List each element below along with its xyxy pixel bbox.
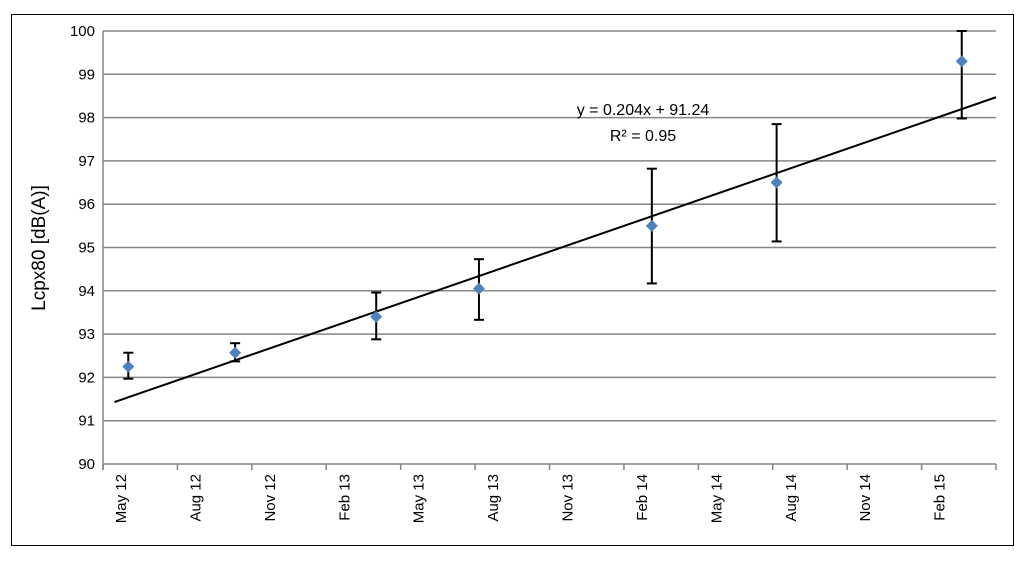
y-tick-label: 97 — [78, 153, 95, 170]
data-points — [122, 55, 968, 373]
x-tick-label: Aug 13 — [485, 474, 502, 522]
trendline-group — [114, 96, 997, 404]
axes — [102, 31, 997, 470]
y-tick-labels: 90 91 92 93 94 95 96 97 98 99 100 — [70, 23, 95, 473]
y-tick-label: 96 — [78, 196, 95, 213]
y-tick-label: 98 — [78, 110, 95, 127]
y-tick-label: 95 — [78, 240, 95, 257]
data-point — [122, 360, 135, 373]
x-tick-label: May 13 — [411, 474, 428, 523]
y-tick-label: 94 — [78, 283, 95, 300]
y-tick-label: 91 — [78, 413, 95, 430]
x-tick-label: Nov 14 — [857, 474, 874, 522]
data-point — [645, 219, 658, 232]
x-tick-labels: May 12 Aug 12 Nov 12 Feb 13 May 13 Aug 13 Nov … — [113, 474, 949, 523]
x-tick-label: Aug 12 — [187, 474, 204, 522]
data-point — [370, 310, 383, 323]
x-tick-label: Nov 13 — [560, 474, 577, 522]
y-tick-label: 92 — [78, 369, 95, 386]
y-axis-title: Lcpx80 [dB(A)] — [29, 185, 50, 311]
trendline-r-squared: R² = 0.95 — [610, 128, 676, 145]
data-point — [229, 346, 242, 359]
trendline — [114, 96, 997, 404]
data-point — [770, 176, 783, 189]
x-tick-label: Nov 12 — [262, 474, 279, 522]
x-tick-label: May 14 — [708, 474, 725, 523]
y-tick-label: 99 — [78, 66, 95, 83]
y-tick-label: 90 — [78, 456, 95, 473]
gridlines — [103, 30, 996, 422]
x-tick-label: May 12 — [113, 474, 130, 523]
x-tick-label: Aug 14 — [783, 474, 800, 522]
data-point — [955, 55, 968, 68]
y-tick-label: 100 — [70, 23, 95, 40]
x-tick-label: Feb 15 — [932, 474, 949, 521]
x-tick-label: Feb 14 — [634, 474, 651, 521]
trendline-equation: y = 0.204x + 91.24 — [577, 102, 710, 119]
data-point — [472, 282, 485, 295]
chart-frame — [11, 14, 1014, 546]
x-tick-label: Feb 13 — [336, 474, 353, 521]
y-tick-label: 93 — [78, 326, 95, 343]
